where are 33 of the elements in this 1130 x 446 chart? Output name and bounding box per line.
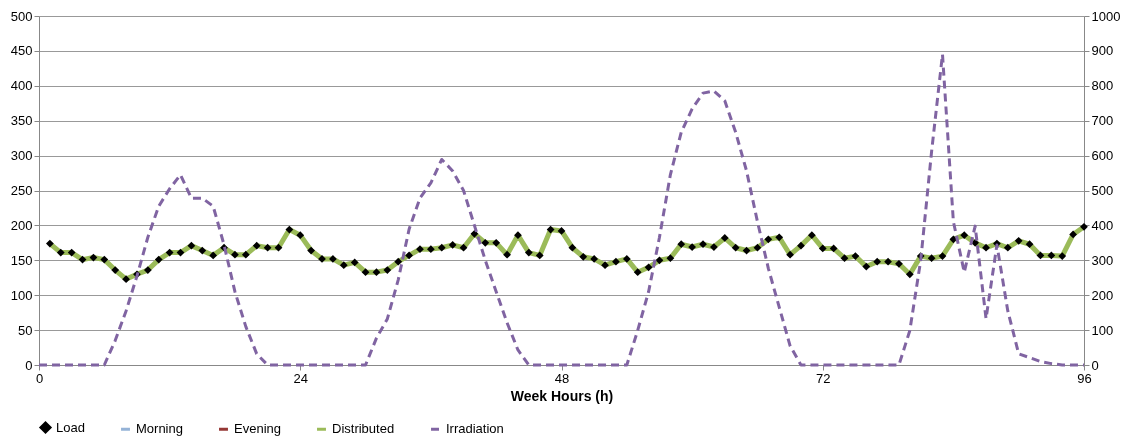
y-tick-label: 200 xyxy=(10,217,33,233)
y2-tick-label: 700 xyxy=(1091,113,1114,129)
y-tick-label: 100 xyxy=(10,287,33,303)
x-tick-label: 72 xyxy=(816,370,831,386)
y2-tick-label: 300 xyxy=(1091,252,1114,268)
y2-tick-label: 400 xyxy=(1091,217,1114,233)
y2-tick-label: 900 xyxy=(1091,43,1114,59)
y-tick-label: 350 xyxy=(10,113,33,129)
y2-tick-label: 500 xyxy=(1091,183,1114,198)
x-tick-label: 96 xyxy=(1077,370,1092,386)
y2-tick-label: 100 xyxy=(1091,322,1114,338)
y-tick-label: 0 xyxy=(25,357,33,373)
y-tick-label: 450 xyxy=(10,43,33,59)
y-tick-label: 400 xyxy=(10,78,33,94)
y2-tick-label: 200 xyxy=(1091,287,1114,303)
legend-label: Evening xyxy=(234,421,281,437)
x-tick-label: 48 xyxy=(554,370,570,386)
y2-tick-label: 1000 xyxy=(1091,8,1121,24)
legend-label: Distributed xyxy=(332,421,395,437)
y-tick-label: 300 xyxy=(10,148,33,164)
y-tick-label: 250 xyxy=(10,183,33,198)
legend-label: Load xyxy=(56,419,85,435)
y2-tick-label: 800 xyxy=(1091,78,1114,94)
x-axis-title: Week Hours (h) xyxy=(510,387,614,404)
y2-tick-label: 0 xyxy=(1091,357,1099,373)
x-tick-label: 0 xyxy=(35,370,44,386)
legend-label: Morning xyxy=(136,421,183,437)
y-tick-label: 50 xyxy=(18,322,33,338)
legend-label: Irradiation xyxy=(446,421,504,437)
y-tick-label: 500 xyxy=(10,8,33,24)
y-tick-label: 150 xyxy=(10,252,33,268)
x-tick-label: 24 xyxy=(293,370,308,386)
y2-tick-label: 600 xyxy=(1091,148,1114,164)
